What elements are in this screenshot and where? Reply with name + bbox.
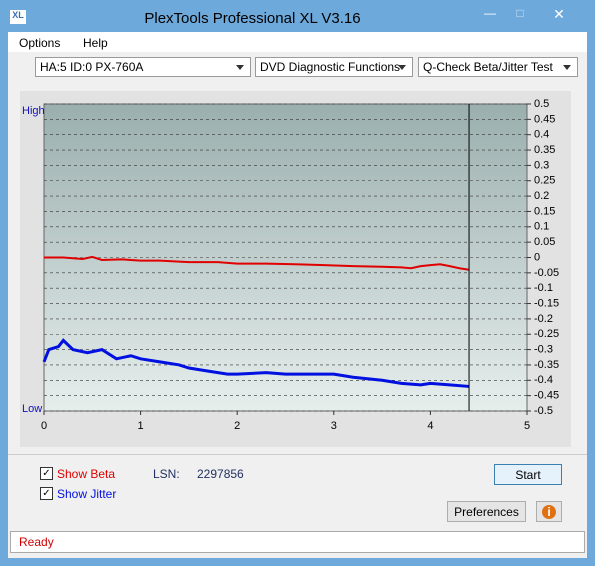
menu-bar: Options Help bbox=[8, 32, 587, 52]
x-tick-label: 0 bbox=[41, 420, 47, 432]
y-tick-label: -0.45 bbox=[534, 390, 559, 402]
data-line bbox=[44, 255, 470, 271]
separator bbox=[8, 454, 587, 455]
jitter-label[interactable]: Show Jitter bbox=[57, 487, 117, 501]
status-bar: Ready bbox=[10, 531, 585, 553]
y-tick-label: 0 bbox=[534, 251, 540, 263]
jitter-checkbox[interactable]: ✓ bbox=[40, 487, 53, 500]
y-tick-label: 0.25 bbox=[534, 175, 555, 187]
x-tick-label: 3 bbox=[331, 420, 337, 432]
data-line bbox=[42, 338, 470, 388]
preferences-button[interactable]: Preferences bbox=[447, 501, 526, 522]
y-tick-label: -0.35 bbox=[534, 359, 559, 371]
x-tick-label: 2 bbox=[234, 420, 240, 432]
x-tick-label: 5 bbox=[524, 420, 530, 432]
y-tick-label: 0.15 bbox=[534, 205, 555, 217]
high-label: High bbox=[22, 105, 45, 117]
beta-label[interactable]: Show Beta bbox=[57, 467, 116, 481]
y-tick-label: 0.1 bbox=[534, 221, 549, 233]
y-tick-label: 0.3 bbox=[534, 159, 549, 171]
test-dropdown[interactable]: Q-Check Beta/Jitter Test bbox=[418, 57, 578, 77]
y-tick-label: 0.4 bbox=[534, 129, 549, 141]
info-icon: i bbox=[542, 505, 556, 519]
app-icon: XL bbox=[10, 10, 26, 24]
lsn-label: LSN: bbox=[153, 467, 180, 481]
client-area: Options Help HA:5 ID:0 PX-760A DVD Diagn… bbox=[8, 32, 587, 558]
start-button[interactable]: Start bbox=[494, 464, 562, 485]
maximize-button[interactable]: □ bbox=[516, 6, 524, 20]
menu-item[interactable]: Help bbox=[83, 36, 108, 50]
beta-checkbox[interactable]: ✓ bbox=[40, 467, 53, 480]
low-label: Low bbox=[22, 403, 42, 415]
chart: 0.5 0.45 0.4 0.35 0.3 0.25 0.2 0.15 0.1 0.05 0 -0.0… bbox=[20, 91, 571, 447]
y-tick-label: 0.5 bbox=[534, 98, 549, 110]
y-tick-label: 0.45 bbox=[534, 113, 555, 125]
x-tick-label: 4 bbox=[427, 420, 433, 432]
info-button[interactable]: i bbox=[536, 501, 562, 522]
y-tick-label: -0.2 bbox=[534, 313, 553, 325]
y-tick-label: -0.25 bbox=[534, 328, 559, 340]
lsn-value: 2297856 bbox=[197, 467, 244, 481]
status-text: Ready bbox=[19, 535, 54, 549]
y-tick-label: -0.4 bbox=[534, 374, 553, 386]
drive-dropdown[interactable]: HA:5 ID:0 PX-760A bbox=[35, 57, 251, 77]
window-title: PlexTools Professional XL V3.16 bbox=[144, 10, 361, 27]
x-tick-label: 1 bbox=[138, 420, 144, 432]
y-tick-label: -0.15 bbox=[534, 297, 559, 309]
minimize-button[interactable]: — bbox=[484, 6, 496, 20]
y-tick-label: 0.05 bbox=[534, 236, 555, 248]
y-tick-label: -0.3 bbox=[534, 344, 553, 356]
y-tick-label: -0.5 bbox=[534, 405, 553, 417]
y-tick-label: 0.2 bbox=[534, 190, 549, 202]
y-tick-label: 0.35 bbox=[534, 144, 555, 156]
y-tick-label: -0.1 bbox=[534, 282, 553, 294]
close-button[interactable]: ✕ bbox=[553, 6, 565, 22]
function-dropdown[interactable]: DVD Diagnostic Functions bbox=[255, 57, 413, 77]
y-tick-label: -0.05 bbox=[534, 267, 559, 279]
menu-item[interactable]: Options bbox=[19, 36, 61, 50]
